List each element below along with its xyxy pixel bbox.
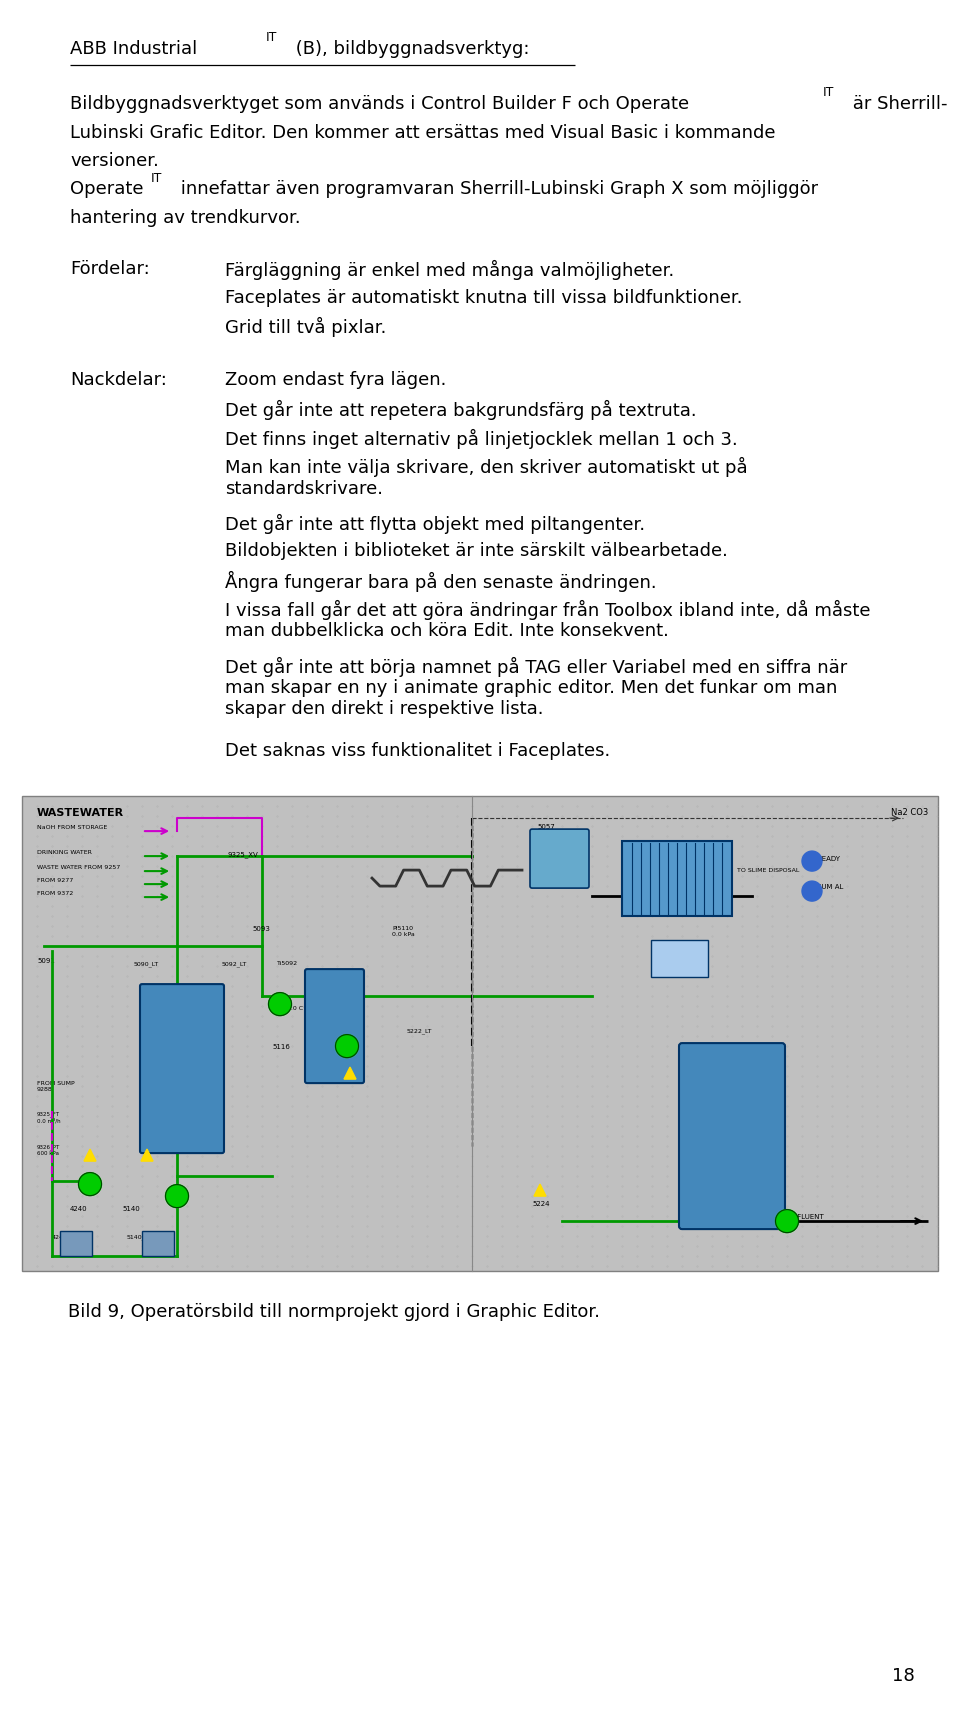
Circle shape <box>776 1209 799 1233</box>
Text: Operate: Operate <box>70 181 143 198</box>
Text: 5110: 5110 <box>647 896 665 903</box>
Text: WASTEWATER: WASTEWATER <box>37 809 124 817</box>
Text: Na2 CO3: Na2 CO3 <box>891 809 928 817</box>
Text: Det finns inget alternativ på linjetjocklek mellan 1 och 3.: Det finns inget alternativ på linjetjock… <box>225 429 737 448</box>
Text: 9326_PT
600 kPa: 9326_PT 600 kPa <box>37 1144 60 1156</box>
Text: versioner.: versioner. <box>70 152 158 169</box>
Text: DRINKING WATER: DRINKING WATER <box>37 850 92 855</box>
Text: Zoom endast fyra lägen.: Zoom endast fyra lägen. <box>225 371 446 390</box>
Text: IT: IT <box>151 171 162 185</box>
Text: 5093: 5093 <box>252 927 270 932</box>
Text: 5110: 5110 <box>310 1069 328 1074</box>
FancyBboxPatch shape <box>140 983 224 1153</box>
Polygon shape <box>141 1149 153 1161</box>
Text: ∞: ∞ <box>315 1011 330 1029</box>
Text: 5094: 5094 <box>146 1139 164 1144</box>
FancyBboxPatch shape <box>530 829 589 887</box>
FancyBboxPatch shape <box>679 1043 785 1229</box>
Circle shape <box>165 1185 188 1207</box>
Text: Det går inte att börja namnet på TAG eller Variabel med en siffra när
man skapar: Det går inte att börja namnet på TAG ell… <box>225 657 848 718</box>
Bar <box>622 841 732 917</box>
Circle shape <box>802 881 822 901</box>
Text: TO EFFLUENT: TO EFFLUENT <box>777 1214 824 1221</box>
Text: Grid till två pixlar.: Grid till två pixlar. <box>225 318 386 337</box>
Text: hantering av trendkurvor.: hantering av trendkurvor. <box>70 209 300 227</box>
Text: 4240: 4240 <box>70 1206 87 1212</box>
Text: innefattar även programvaran Sherrill-Lubinski Graph X som möjliggör: innefattar även programvaran Sherrill-Lu… <box>175 181 818 198</box>
Text: 4240_LS: 4240_LS <box>52 1235 79 1240</box>
Circle shape <box>802 852 822 870</box>
Text: FROM 9372: FROM 9372 <box>37 891 73 896</box>
Text: Bildobjekten i biblioteket är inte särskilt välbearbetade.: Bildobjekten i biblioteket är inte särsk… <box>225 542 728 561</box>
Text: FROM SUMP
9288: FROM SUMP 9288 <box>37 1081 75 1093</box>
Text: IT: IT <box>823 86 834 99</box>
Text: Nackdelar:: Nackdelar: <box>70 371 167 390</box>
Text: TO SLIME DISPOSAL: TO SLIME DISPOSAL <box>737 869 800 874</box>
Text: 0.0 C°: 0.0 C° <box>287 1005 306 1011</box>
Text: Det går inte att flytta objekt med piltangenter.: Det går inte att flytta objekt med pilta… <box>225 515 645 534</box>
Text: är Sherrill-: är Sherrill- <box>847 96 948 113</box>
Text: 5222: 5222 <box>707 1106 728 1115</box>
Text: Lubinski Grafic Editor. Den kommer att ersättas med Visual Basic i kommande: Lubinski Grafic Editor. Den kommer att e… <box>70 123 776 142</box>
Text: READY: READY <box>817 857 840 862</box>
Polygon shape <box>344 1067 356 1079</box>
Text: PI5110
0.0 kPa: PI5110 0.0 kPa <box>392 927 415 937</box>
Circle shape <box>335 1035 358 1057</box>
Bar <box>60 1231 92 1257</box>
Text: 9325_XV: 9325_XV <box>227 852 257 858</box>
Text: 5057: 5057 <box>537 824 555 829</box>
Text: 5222_LT: 5222_LT <box>407 1028 433 1035</box>
Text: ABB Industrial: ABB Industrial <box>70 39 197 58</box>
Text: Man kan inte välja skrivare, den skriver automatiskt ut på
standardskrivare.: Man kan inte välja skrivare, den skriver… <box>225 457 748 498</box>
Text: Fördelar:: Fördelar: <box>70 260 150 279</box>
Text: 18: 18 <box>892 1667 915 1684</box>
Text: 5097: 5097 <box>537 853 555 860</box>
Text: IT: IT <box>266 31 277 44</box>
Text: Det går inte att repetera bakgrundsfärg på textruta.: Det går inte att repetera bakgrundsfärg … <box>225 400 697 421</box>
Polygon shape <box>84 1149 96 1161</box>
Text: ∞: ∞ <box>157 1052 178 1076</box>
FancyBboxPatch shape <box>651 941 708 976</box>
Text: 5092_LT: 5092_LT <box>222 961 248 966</box>
Text: 5140_LS: 5140_LS <box>127 1235 154 1240</box>
Text: 5112: 5112 <box>657 951 675 958</box>
Text: Ångra fungerar bara på den senaste ändringen.: Ångra fungerar bara på den senaste ändri… <box>225 571 657 592</box>
Text: SUM AL: SUM AL <box>817 884 844 891</box>
Text: (B), bildbyggnadsverktyg:: (B), bildbyggnadsverktyg: <box>290 39 530 58</box>
Circle shape <box>269 992 292 1016</box>
Text: NaOH FROM STORAGE: NaOH FROM STORAGE <box>37 826 108 829</box>
Text: Det saknas viss funktionalitet i Faceplates.: Det saknas viss funktionalitet i Facepla… <box>225 742 611 759</box>
Polygon shape <box>534 1183 546 1195</box>
Text: 9325_FT
0.0 m³/h: 9325_FT 0.0 m³/h <box>37 1112 60 1123</box>
Circle shape <box>79 1173 102 1195</box>
Text: Färgläggning är enkel med många valmöjligheter.: Färgläggning är enkel med många valmöjli… <box>225 260 674 280</box>
Text: Faceplates är automatiskt knutna till vissa bildfunktioner.: Faceplates är automatiskt knutna till vi… <box>225 289 742 306</box>
Text: Ti5092: Ti5092 <box>277 961 299 966</box>
Text: I vissa fall går det att göra ändringar från Toolbox ibland inte, då måste
man d: I vissa fall går det att göra ändringar … <box>225 600 871 640</box>
Text: WASTE WATER FROM 9257: WASTE WATER FROM 9257 <box>37 865 120 870</box>
Text: 5140: 5140 <box>122 1206 140 1212</box>
Text: 5091: 5091 <box>37 958 55 964</box>
Text: 5090_LT: 5090_LT <box>134 961 159 966</box>
Text: Bildbyggnadsverktyget som används i Control Builder F och Operate: Bildbyggnadsverktyget som används i Cont… <box>70 96 689 113</box>
Text: 5116: 5116 <box>272 1045 290 1050</box>
Text: 5224: 5224 <box>532 1200 549 1207</box>
Text: FROM 9277: FROM 9277 <box>37 879 73 882</box>
Text: Bild 9, Operatörsbild till normprojekt gjord i Graphic Editor.: Bild 9, Operatörsbild till normprojekt g… <box>68 1303 600 1322</box>
FancyBboxPatch shape <box>305 970 364 1082</box>
Bar <box>22 797 938 1271</box>
Bar <box>142 1231 174 1257</box>
